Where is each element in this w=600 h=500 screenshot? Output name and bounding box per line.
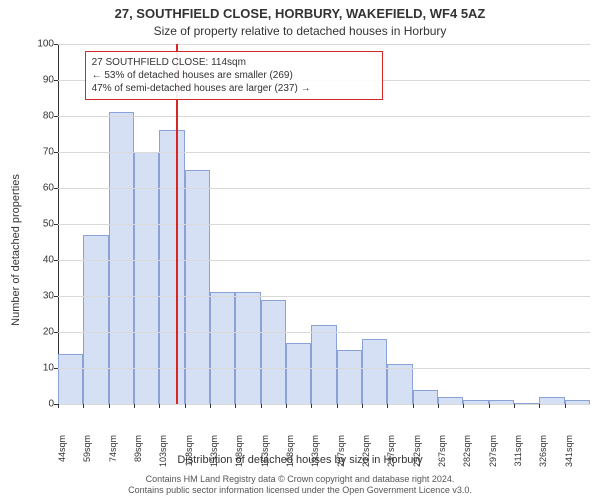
x-tick-mark: [514, 404, 515, 408]
histogram-bar: [261, 300, 286, 404]
x-tick-mark: [134, 404, 135, 408]
y-tick-label: 30: [24, 291, 54, 302]
chart-subtitle: Size of property relative to detached ho…: [0, 24, 600, 38]
y-tick-mark: [54, 152, 58, 153]
histogram-bar: [159, 130, 184, 404]
x-tick-mark: [413, 404, 414, 408]
histogram-bar: [438, 397, 463, 404]
callout-line: 47% of semi-detached houses are larger (…: [92, 82, 376, 95]
x-tick-mark: [489, 404, 490, 408]
x-axis-label: Distribution of detached houses by size …: [0, 454, 600, 466]
x-tick-mark: [311, 404, 312, 408]
y-tick-mark: [54, 224, 58, 225]
histogram-bar: [387, 364, 412, 404]
y-tick-mark: [54, 332, 58, 333]
x-tick-mark: [463, 404, 464, 408]
x-tick-mark: [565, 404, 566, 408]
histogram-bar: [311, 325, 336, 404]
y-tick-label: 60: [24, 183, 54, 194]
x-tick-mark: [539, 404, 540, 408]
grid-line: [58, 332, 590, 333]
plot-area: 010203040506070809010044sqm59sqm74sqm89s…: [58, 44, 590, 404]
x-tick-mark: [210, 404, 211, 408]
chart-container: 27, SOUTHFIELD CLOSE, HORBURY, WAKEFIELD…: [0, 0, 600, 500]
grid-line: [58, 296, 590, 297]
callout-line: ← 53% of detached houses are smaller (26…: [92, 69, 376, 82]
y-tick-label: 90: [24, 75, 54, 86]
grid-line: [58, 116, 590, 117]
grid-line: [58, 44, 590, 45]
y-tick-label: 80: [24, 111, 54, 122]
x-tick-mark: [337, 404, 338, 408]
y-tick-label: 20: [24, 327, 54, 338]
x-tick-mark: [159, 404, 160, 408]
footer-text: Contains HM Land Registry data © Crown c…: [0, 474, 600, 497]
histogram-bar: [286, 343, 311, 404]
grid-line: [58, 368, 590, 369]
grid-line: [58, 404, 590, 405]
histogram-bar: [210, 292, 235, 404]
histogram-bar: [235, 292, 260, 404]
histogram-bar: [539, 397, 564, 404]
y-tick-label: 70: [24, 147, 54, 158]
x-tick-mark: [387, 404, 388, 408]
callout-box: 27 SOUTHFIELD CLOSE: 114sqm← 53% of deta…: [85, 51, 383, 100]
x-tick-mark: [109, 404, 110, 408]
histogram-bar: [109, 112, 134, 404]
y-tick-mark: [54, 44, 58, 45]
footer-line-2: Contains public sector information licen…: [0, 485, 600, 496]
chart-title: 27, SOUTHFIELD CLOSE, HORBURY, WAKEFIELD…: [0, 6, 600, 21]
histogram-bar: [58, 354, 83, 404]
histogram-bar: [362, 339, 387, 404]
y-tick-label: 0: [24, 399, 54, 410]
y-tick-label: 40: [24, 255, 54, 266]
x-tick-mark: [83, 404, 84, 408]
x-tick-mark: [185, 404, 186, 408]
y-tick-mark: [54, 368, 58, 369]
x-tick-mark: [362, 404, 363, 408]
x-tick-mark: [58, 404, 59, 408]
grid-line: [58, 188, 590, 189]
y-tick-mark: [54, 116, 58, 117]
y-tick-label: 10: [24, 363, 54, 374]
footer-line-1: Contains HM Land Registry data © Crown c…: [0, 474, 600, 485]
histogram-bar: [413, 390, 438, 404]
x-tick-mark: [286, 404, 287, 408]
histogram-bar: [134, 152, 159, 404]
y-tick-label: 50: [24, 219, 54, 230]
x-tick-mark: [261, 404, 262, 408]
y-tick-mark: [54, 188, 58, 189]
y-tick-mark: [54, 80, 58, 81]
y-axis-label: Number of detached properties: [10, 174, 22, 326]
x-tick-mark: [438, 404, 439, 408]
y-tick-mark: [54, 260, 58, 261]
histogram-bar: [337, 350, 362, 404]
grid-line: [58, 152, 590, 153]
y-tick-mark: [54, 296, 58, 297]
x-tick-mark: [235, 404, 236, 408]
grid-line: [58, 224, 590, 225]
grid-line: [58, 260, 590, 261]
y-tick-label: 100: [24, 39, 54, 50]
callout-line: 27 SOUTHFIELD CLOSE: 114sqm: [92, 56, 376, 69]
